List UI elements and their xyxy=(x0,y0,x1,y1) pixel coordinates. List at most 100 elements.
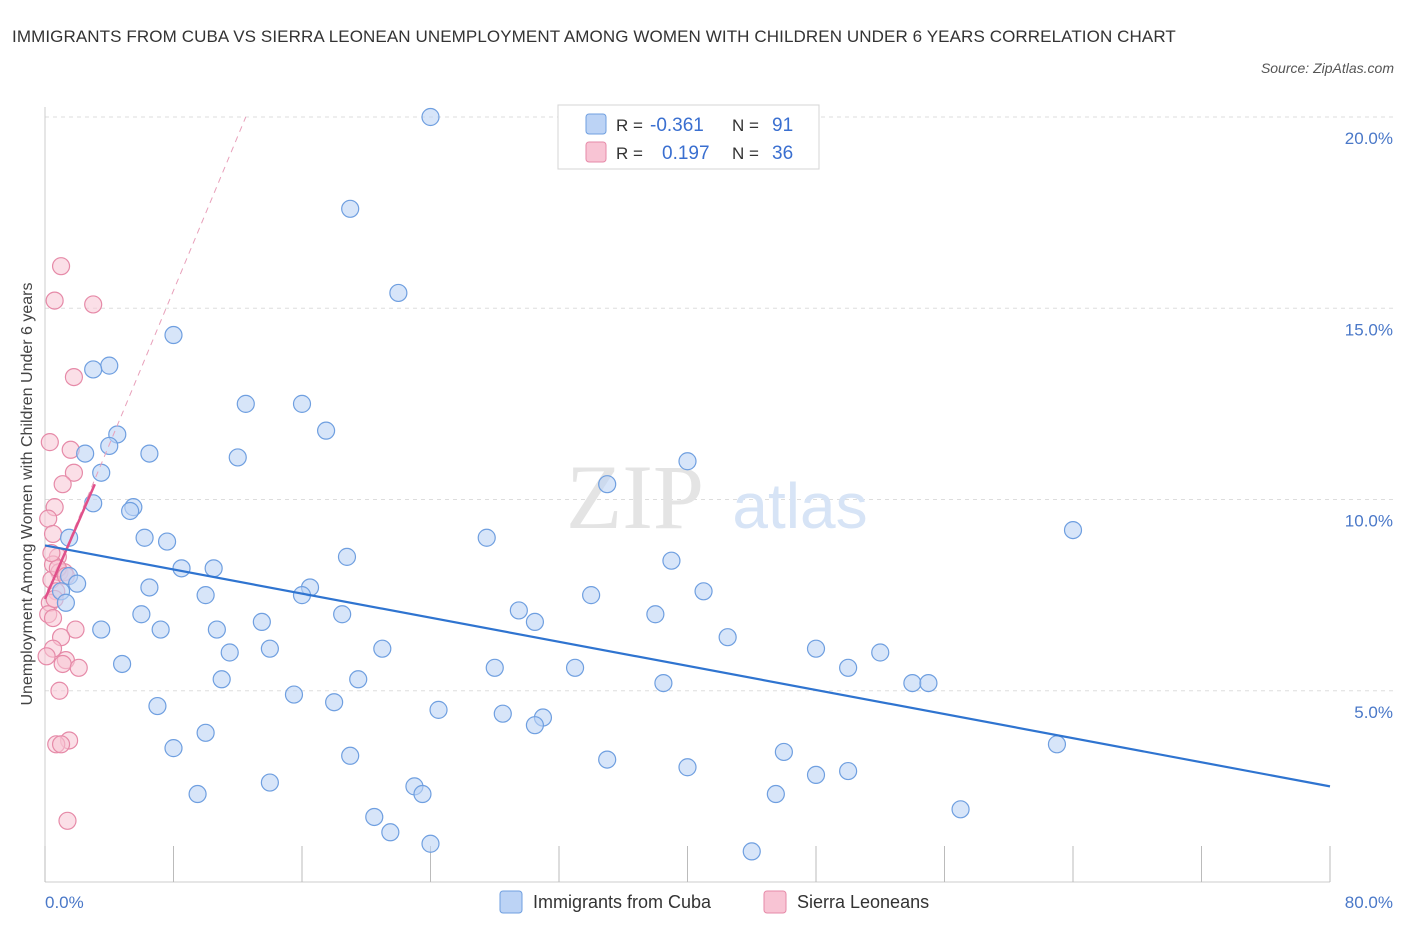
cuba-point xyxy=(582,586,601,605)
y-axis-label: Unemployment Among Women with Children U… xyxy=(19,282,36,705)
cuba-point xyxy=(212,670,231,689)
cuba-point xyxy=(365,807,384,827)
sierra-leonean-point xyxy=(42,543,61,563)
cuba-point xyxy=(389,283,408,303)
cuba-point xyxy=(678,758,697,777)
cuba-point xyxy=(121,501,140,521)
cuba-point xyxy=(1047,735,1067,754)
x-tick-label-start: 0.0% xyxy=(45,893,84,912)
sierra-leonean-point xyxy=(64,463,84,482)
sierra-leonean-point xyxy=(43,608,63,628)
cuba-point xyxy=(207,620,226,639)
cuba-point xyxy=(774,742,793,762)
cuba-point xyxy=(151,620,170,639)
bottom-legend-swatch-sl xyxy=(763,890,787,914)
sierra-leonean-point xyxy=(64,368,84,387)
sierra-leonean-point xyxy=(37,647,56,666)
source-label: Source: ZipAtlas.com xyxy=(1260,60,1394,76)
cuba-point xyxy=(325,693,344,712)
cuba-point xyxy=(172,559,191,578)
sierra-leonean-point xyxy=(69,658,88,677)
cuba-point xyxy=(694,582,713,601)
bottom-legend-label-sl: Sierra Leoneans xyxy=(797,892,929,912)
cuba-point xyxy=(1063,520,1083,540)
cuba-point xyxy=(260,773,279,792)
cuba-point xyxy=(477,528,496,547)
cuba-trend-line xyxy=(44,544,1331,788)
cuba-point xyxy=(662,551,681,570)
legend-n-value-cuba: 91 xyxy=(772,115,793,136)
y-tick-label: 15.0% xyxy=(1345,320,1393,339)
cuba-point xyxy=(92,620,111,639)
trend-lines xyxy=(43,116,1331,788)
cuba-point xyxy=(646,605,665,624)
cuba-point xyxy=(509,601,528,620)
legend-n-value-sl: 36 xyxy=(772,143,793,164)
sierra-leonean-point xyxy=(53,475,72,494)
cuba-point xyxy=(92,463,111,482)
legend-r-label-cuba: R = xyxy=(616,116,643,135)
series-legend: Immigrants from Cuba Sierra Leoneans xyxy=(499,890,929,914)
sierra-leonean-point xyxy=(43,524,63,544)
cuba-point xyxy=(84,360,103,379)
bottom-legend-label-cuba: Immigrants from Cuba xyxy=(533,892,712,912)
cuba-point xyxy=(164,325,183,345)
y-tick-label: 10.0% xyxy=(1345,512,1393,531)
cuba-point xyxy=(525,612,545,632)
legend-r-value-sl: 0.197 xyxy=(662,143,710,164)
cuba-point xyxy=(148,696,167,716)
cuba-point xyxy=(228,448,247,467)
cuba-point xyxy=(76,444,95,463)
cuba-point xyxy=(718,628,737,647)
cuba-point xyxy=(598,475,617,494)
cuba-point xyxy=(951,800,970,819)
cuba-point xyxy=(112,654,132,674)
cuba-point xyxy=(421,834,440,853)
cuba-point xyxy=(839,761,858,781)
cuba-point xyxy=(56,593,75,612)
bottom-legend-swatch-cuba xyxy=(499,890,523,914)
correlation-legend: R = -0.361 N = 91 R = 0.197 N = 36 xyxy=(557,104,820,170)
cuba-point xyxy=(485,658,504,677)
cuba-point xyxy=(871,643,890,662)
watermark-atlas: atlas xyxy=(732,470,867,542)
cuba-point xyxy=(341,199,360,218)
y-tick-label: 5.0% xyxy=(1354,703,1393,722)
cuba-point xyxy=(164,739,183,758)
cuba-point xyxy=(678,452,697,471)
cuba-point xyxy=(100,356,119,375)
cuba-point xyxy=(140,578,159,597)
chart-title: IMMIGRANTS FROM CUBA VS SIERRA LEONEAN U… xyxy=(12,27,1176,46)
cuba-point xyxy=(188,784,207,804)
cuba-point xyxy=(598,750,617,769)
cuba-point xyxy=(903,673,922,693)
cuba-point xyxy=(349,670,368,689)
legend-swatch-sl xyxy=(585,141,607,163)
cuba-point xyxy=(252,612,271,632)
sierra-leonean-point xyxy=(51,257,71,276)
cuba-point xyxy=(196,586,215,605)
legend-r-label-sl: R = xyxy=(616,144,643,163)
cuba-point xyxy=(493,704,512,723)
y-tick-label: 20.0% xyxy=(1345,129,1393,148)
sierra-leonean-point xyxy=(51,735,71,754)
cuba-point xyxy=(766,784,785,804)
cuba-point xyxy=(196,723,215,742)
cuba-point xyxy=(421,107,440,127)
sierra-leonean-point xyxy=(39,509,58,528)
cuba-point xyxy=(429,700,448,719)
tick-labels: 5.0% 10.0% 15.0% 20.0% 0.0% 80.0% xyxy=(45,129,1393,912)
cuba-point xyxy=(525,716,545,735)
cuba-point xyxy=(220,643,239,662)
cuba-point xyxy=(284,685,304,704)
cuba-point xyxy=(132,605,151,624)
cuba-points xyxy=(51,107,1083,861)
sierra-leonean-point xyxy=(84,295,103,314)
legend-swatch-cuba xyxy=(585,113,607,135)
cuba-point xyxy=(341,746,360,765)
cuba-point xyxy=(135,528,154,547)
x-tick-label-end: 80.0% xyxy=(1345,893,1393,912)
sierra-leonean-point xyxy=(45,291,64,310)
cuba-point xyxy=(260,639,279,658)
sierra-leonean-point xyxy=(58,811,77,830)
